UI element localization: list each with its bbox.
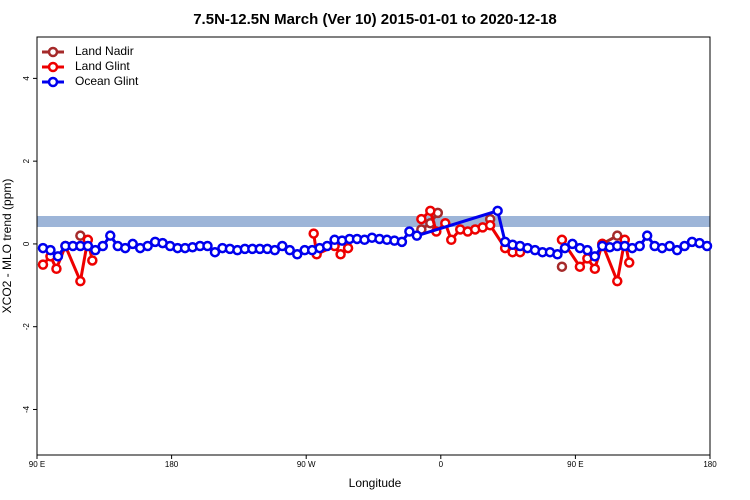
data-point bbox=[51, 263, 62, 275]
data-point bbox=[552, 249, 563, 260]
data-point bbox=[90, 244, 101, 256]
x-tick-label: 90 E bbox=[567, 460, 583, 469]
data-point bbox=[484, 220, 496, 231]
data-point bbox=[416, 213, 427, 225]
data-point bbox=[202, 240, 213, 252]
legend-marker bbox=[47, 61, 59, 73]
y-tick-label: 0 bbox=[22, 241, 31, 246]
y-tick-label: -2 bbox=[22, 323, 31, 331]
data-point bbox=[209, 246, 221, 258]
data-point bbox=[308, 228, 319, 239]
y-tick-label: 4 bbox=[22, 76, 31, 81]
data-point bbox=[634, 240, 645, 252]
data-point bbox=[404, 226, 415, 237]
data-point bbox=[119, 242, 131, 254]
data-point bbox=[701, 240, 713, 252]
y-axis-label: XCO2 - MLO trend (ppm) bbox=[0, 179, 14, 314]
data-point bbox=[75, 230, 86, 241]
x-axis-label: Longitude bbox=[349, 476, 402, 490]
data-point bbox=[37, 259, 49, 270]
x-tick-label: 90 W bbox=[297, 460, 316, 469]
data-point bbox=[277, 240, 288, 252]
data-point bbox=[127, 238, 138, 250]
data-point bbox=[396, 236, 408, 248]
y-tick-label: -4 bbox=[22, 405, 31, 413]
data-point bbox=[641, 230, 653, 241]
data-point bbox=[556, 234, 568, 246]
legend-label: Land Nadir bbox=[75, 44, 134, 58]
data-point bbox=[589, 251, 601, 262]
data-point bbox=[87, 255, 98, 266]
y-tick-label: 2 bbox=[22, 158, 31, 163]
data-point bbox=[556, 261, 568, 272]
data-point bbox=[82, 240, 94, 252]
data-point bbox=[567, 238, 578, 250]
data-point bbox=[671, 244, 683, 256]
data-point bbox=[291, 249, 303, 260]
data-point bbox=[612, 230, 623, 241]
data-point bbox=[612, 275, 623, 287]
data-point bbox=[321, 240, 333, 252]
legend-marker bbox=[47, 76, 59, 88]
legend-marker bbox=[47, 46, 59, 58]
data-point bbox=[335, 249, 346, 260]
data-point bbox=[623, 257, 635, 268]
data-point bbox=[582, 244, 593, 256]
data-point bbox=[142, 240, 153, 252]
data-point bbox=[679, 240, 690, 252]
data-point bbox=[97, 240, 109, 252]
legend-label: Land Glint bbox=[75, 59, 130, 73]
x-tick-label: 90 E bbox=[29, 460, 45, 469]
data-point bbox=[425, 205, 436, 217]
x-tick-label: 180 bbox=[703, 460, 717, 469]
data-point bbox=[45, 244, 56, 256]
data-point bbox=[446, 234, 457, 246]
data-point bbox=[559, 242, 571, 254]
legend-label: Ocean Glint bbox=[75, 74, 139, 88]
data-point bbox=[75, 275, 86, 287]
data-point bbox=[105, 230, 116, 241]
x-tick-label: 180 bbox=[165, 460, 179, 469]
data-point bbox=[664, 240, 675, 252]
chart-title: 7.5N-12.5N March (Ver 10) 2015-01-01 to … bbox=[193, 11, 557, 28]
data-point bbox=[284, 244, 295, 256]
data-point bbox=[589, 263, 601, 275]
data-point bbox=[492, 205, 503, 217]
data-point bbox=[574, 261, 586, 272]
data-point bbox=[411, 230, 423, 241]
data-point bbox=[52, 251, 64, 262]
data-point bbox=[269, 244, 281, 256]
data-point bbox=[342, 242, 354, 254]
map-strip bbox=[37, 216, 710, 227]
x-tick-label: 0 bbox=[439, 460, 444, 469]
